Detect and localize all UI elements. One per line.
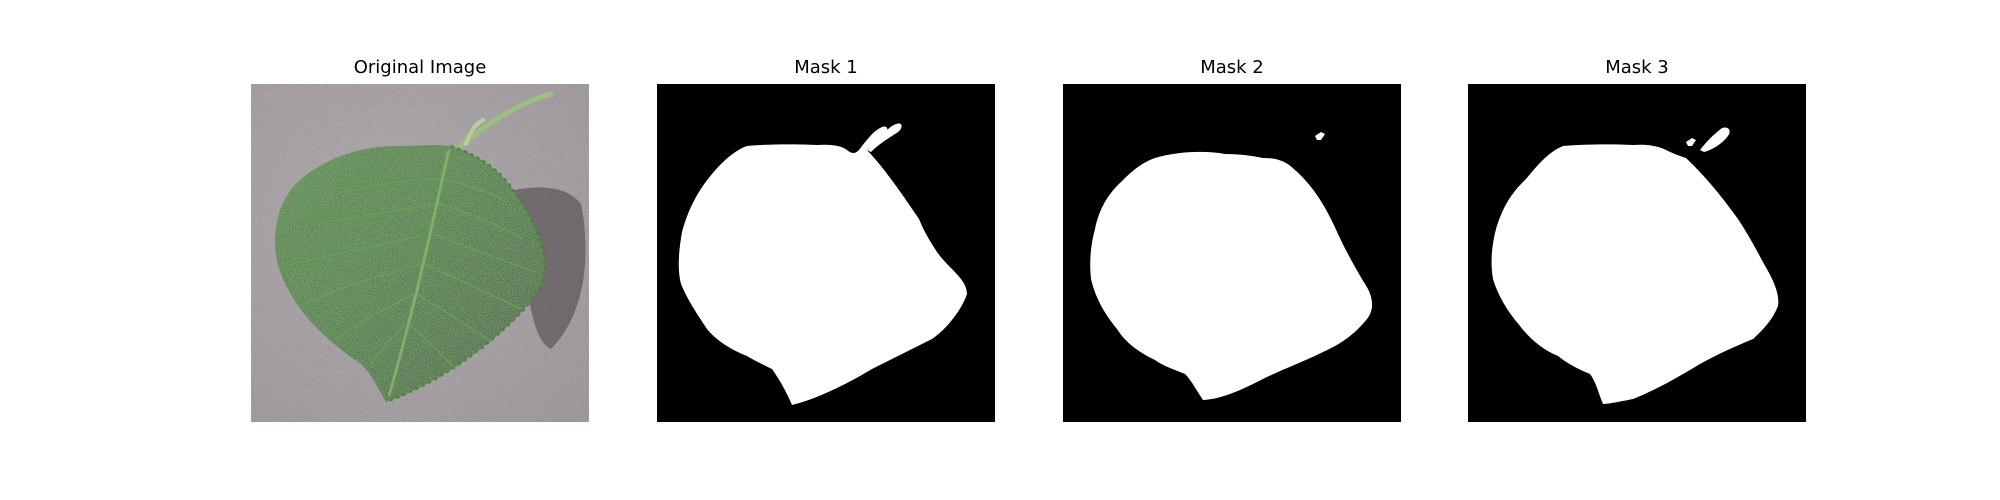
leaf-midrib (387, 149, 451, 397)
panel-title: Original Image (353, 57, 487, 78)
leaf-veins (290, 178, 537, 370)
leaf-blade (275, 145, 546, 402)
panel-title: Mask 2 (1200, 57, 1264, 78)
mask-stem (867, 123, 902, 152)
mask-2-graphic (1063, 84, 1401, 422)
leaf-photo-image (251, 84, 589, 422)
leaf-edge (385, 145, 547, 403)
mask-3-image (1468, 84, 1806, 422)
mask-2-image (1063, 84, 1401, 422)
mask-stem-speck (1315, 132, 1325, 140)
panel-title: Mask 3 (1605, 57, 1669, 78)
mask-1-graphic (657, 84, 995, 422)
mask-region (1491, 144, 1779, 404)
mask-stem-blob-large (1700, 127, 1730, 152)
mask-region (678, 126, 967, 405)
original-image (251, 84, 589, 422)
panel-title: Mask 1 (794, 57, 858, 78)
leaf-stem-branch (464, 118, 485, 146)
mask-stem-blob-small (1686, 138, 1696, 146)
mask-1-image (657, 84, 995, 422)
mask-region (1090, 151, 1373, 400)
mask-3-graphic (1468, 84, 1806, 422)
